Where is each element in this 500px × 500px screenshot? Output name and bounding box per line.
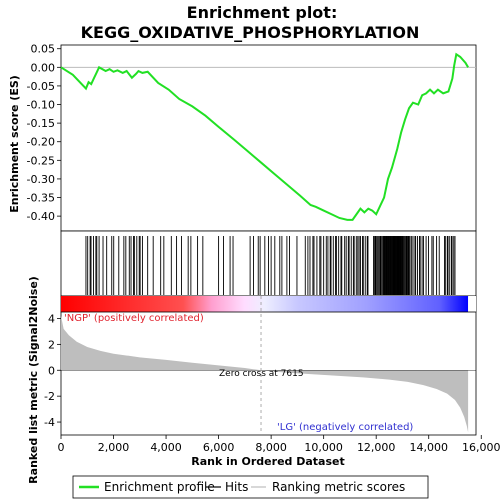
x-tick-label: 0 [58,441,65,454]
es-tick-label: -0.15 [27,117,55,130]
legend-ranking-metric: Ranking metric scores [272,480,405,494]
es-tick-label: -0.40 [27,210,55,223]
metric-tick-label: -4 [44,416,55,429]
metric-panel: 4 2 0 -2 -4 'NGP' (positively correlated) Ze… [44,296,477,436]
hits-panel [60,230,477,297]
rank-color-bar [61,296,469,312]
x-tick-label: 2,000 [98,441,130,454]
es-tick-label: -0.35 [27,192,55,205]
x-tick-label: 10,000 [304,441,343,454]
es-tick-label: -0.30 [27,173,55,186]
x-axis: 0 2,000 4,000 6,000 8,000 10,000 12,000 14,000 1… [58,435,500,454]
metric-tick-label: -2 [44,390,55,403]
legend-frame [72,475,429,499]
chart-title-line2: KEGG_OXIDATIVE_PHOSPHORYLATION [81,23,420,42]
metric-tick-label: 0 [48,364,55,377]
x-tick-label: 16,000 [462,441,500,454]
chart-title-line1: Enrichment plot: [187,3,338,22]
enrichment-profile-line [60,52,469,221]
x-tick-label: 12,000 [357,441,396,454]
x-tick-label: 8,000 [255,441,287,454]
hit-lines [85,236,456,295]
zero-cross-label: Zero cross at 7615 [219,369,304,379]
rank-bar-padding [468,296,476,312]
x-tick-label: 4,000 [150,441,182,454]
es-ticks: 0.05 0.00 -0.05 -0.10 -0.15 -0.20 -0.25 -0.30 -0… [27,43,61,223]
es-tick-label: -0.05 [27,80,55,93]
es-tick-label: -0.25 [27,154,55,167]
es-tick-label: -0.20 [27,136,55,149]
negative-correlation-label: 'LG' (negatively correlated) [277,422,413,433]
rank-bar-panel [60,295,477,313]
es-tick-label: 0.00 [31,61,56,74]
metric-tick-label: 2 [48,338,55,351]
metric-ticks: 4 2 0 -2 -4 [44,312,61,429]
rank-axis-label: Ranked list metric (Signal2Noise) [27,276,40,484]
legend: Enrichment profile Hits Ranking metric s… [72,475,429,499]
es-panel: 0.05 0.00 -0.05 -0.10 -0.15 -0.20 -0.25 -0.30 -0… [27,43,477,232]
x-axis-label: Rank in Ordered Dataset [191,455,345,468]
positive-correlation-label: 'NGP' (positively correlated) [64,313,204,324]
metric-tick-label: 4 [48,312,55,325]
x-tick-label: 6,000 [203,441,235,454]
es-tick-label: 0.05 [31,43,56,56]
legend-hits: Hits [225,480,248,494]
legend-enrichment-profile: Enrichment profile [104,480,215,494]
es-axis-label: Enrichment score (ES) [8,75,21,213]
es-tick-label: -0.10 [27,99,55,112]
ranking-metric-area [61,315,469,433]
x-tick-label: 14,000 [409,441,448,454]
